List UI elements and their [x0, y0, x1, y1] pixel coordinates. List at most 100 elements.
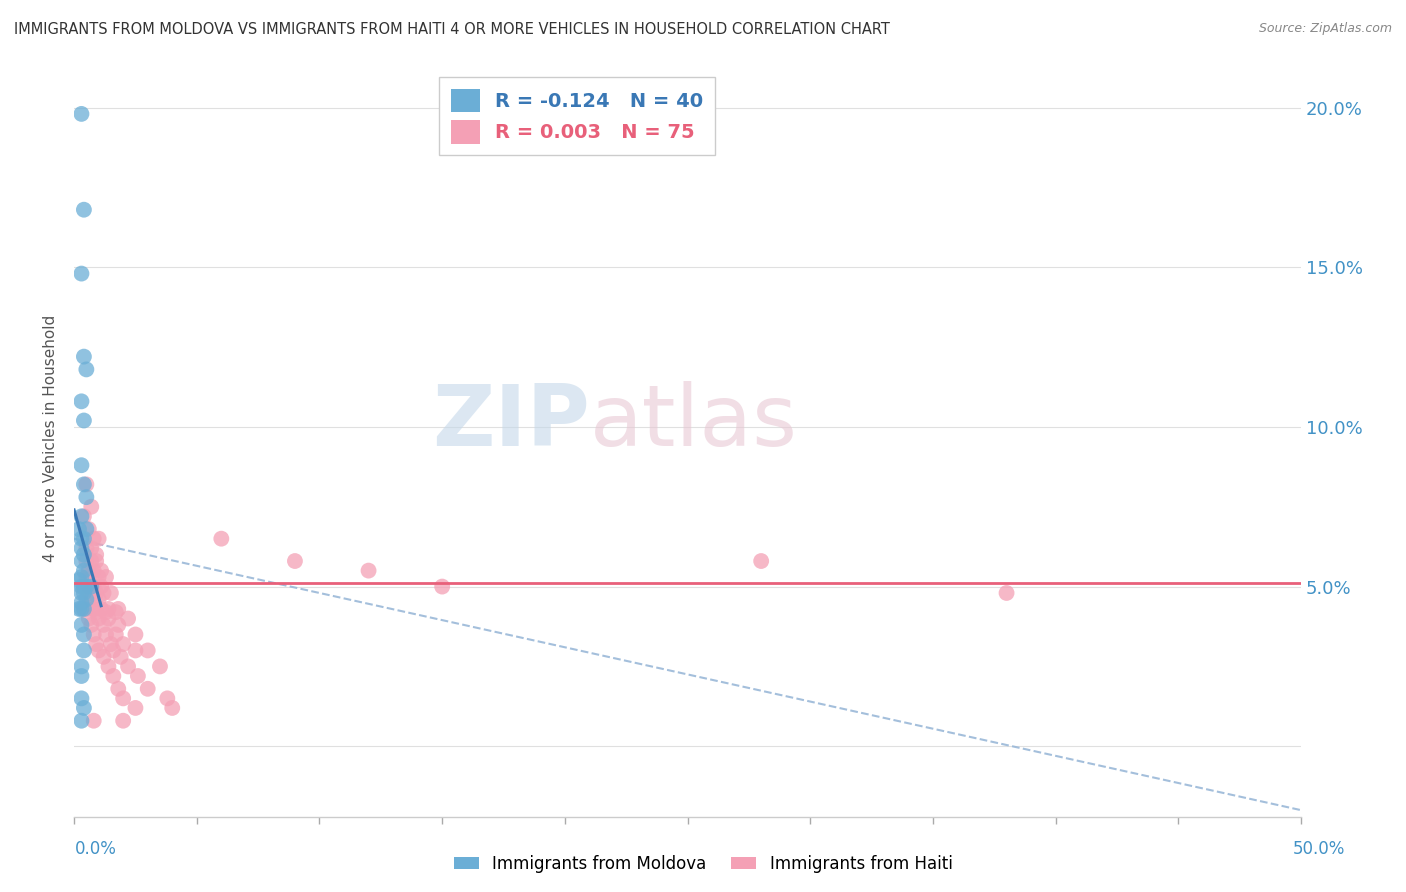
- Point: [136, 681, 159, 696]
- Point: [156, 691, 179, 706]
- Text: 0.0%: 0.0%: [75, 840, 117, 858]
- Point: [107, 618, 129, 632]
- Point: [75, 554, 97, 568]
- Point: [84, 586, 107, 600]
- Point: [93, 586, 115, 600]
- Point: [97, 611, 120, 625]
- Point: [112, 691, 135, 706]
- Point: [83, 602, 105, 616]
- Point: [67, 602, 90, 616]
- Point: [77, 522, 100, 536]
- Point: [70, 669, 93, 683]
- Point: [73, 477, 96, 491]
- Point: [87, 532, 110, 546]
- Point: [995, 586, 1018, 600]
- Point: [117, 659, 139, 673]
- Point: [70, 107, 93, 121]
- Point: [73, 701, 96, 715]
- Point: [70, 618, 93, 632]
- Point: [75, 362, 97, 376]
- Point: [83, 564, 105, 578]
- Point: [749, 554, 772, 568]
- Point: [87, 592, 110, 607]
- Point: [70, 541, 93, 556]
- Point: [83, 714, 105, 728]
- Point: [94, 605, 117, 619]
- Point: [73, 586, 96, 600]
- Point: [75, 541, 97, 556]
- Point: [107, 602, 129, 616]
- Point: [80, 618, 103, 632]
- Point: [84, 554, 107, 568]
- Point: [94, 570, 117, 584]
- Point: [73, 532, 96, 546]
- Point: [73, 627, 96, 641]
- Text: ZIP: ZIP: [432, 382, 589, 465]
- Point: [84, 605, 107, 619]
- Point: [70, 602, 93, 616]
- Point: [70, 394, 93, 409]
- Point: [124, 643, 146, 657]
- Point: [84, 548, 107, 562]
- Point: [75, 580, 97, 594]
- Point: [73, 602, 96, 616]
- Point: [430, 580, 453, 594]
- Point: [112, 714, 135, 728]
- Point: [75, 592, 97, 607]
- Point: [357, 564, 380, 578]
- Point: [70, 554, 93, 568]
- Point: [124, 627, 146, 641]
- Point: [87, 611, 110, 625]
- Point: [70, 580, 93, 594]
- Point: [112, 637, 135, 651]
- Point: [90, 580, 112, 594]
- Point: [136, 643, 159, 657]
- Point: [80, 541, 103, 556]
- Point: [93, 618, 115, 632]
- Text: atlas: atlas: [589, 382, 797, 465]
- Point: [83, 580, 105, 594]
- Point: [67, 573, 90, 587]
- Point: [73, 413, 96, 427]
- Point: [73, 548, 96, 562]
- Point: [93, 649, 115, 664]
- Point: [73, 643, 96, 657]
- Point: [70, 532, 93, 546]
- Point: [100, 637, 122, 651]
- Point: [67, 522, 90, 536]
- Point: [70, 509, 93, 524]
- Point: [73, 509, 96, 524]
- Point: [70, 596, 93, 610]
- Point: [80, 554, 103, 568]
- Point: [103, 669, 125, 683]
- Point: [87, 643, 110, 657]
- Point: [84, 637, 107, 651]
- Point: [70, 691, 93, 706]
- Point: [97, 659, 120, 673]
- Point: [75, 522, 97, 536]
- Point: [70, 267, 93, 281]
- Point: [70, 458, 93, 473]
- Point: [70, 714, 93, 728]
- Point: [70, 659, 93, 673]
- Point: [73, 350, 96, 364]
- Point: [73, 564, 96, 578]
- Point: [94, 627, 117, 641]
- Point: [110, 649, 132, 664]
- Point: [70, 586, 93, 600]
- Point: [162, 701, 184, 715]
- Point: [83, 627, 105, 641]
- Point: [77, 586, 100, 600]
- Point: [90, 564, 112, 578]
- Point: [77, 580, 100, 594]
- Point: [284, 554, 307, 568]
- Point: [104, 605, 127, 619]
- Point: [75, 570, 97, 584]
- Point: [80, 570, 103, 584]
- Point: [87, 570, 110, 584]
- Y-axis label: 4 or more Vehicles in Household: 4 or more Vehicles in Household: [44, 315, 58, 562]
- Point: [75, 602, 97, 616]
- Point: [75, 477, 97, 491]
- Point: [77, 564, 100, 578]
- Point: [73, 580, 96, 594]
